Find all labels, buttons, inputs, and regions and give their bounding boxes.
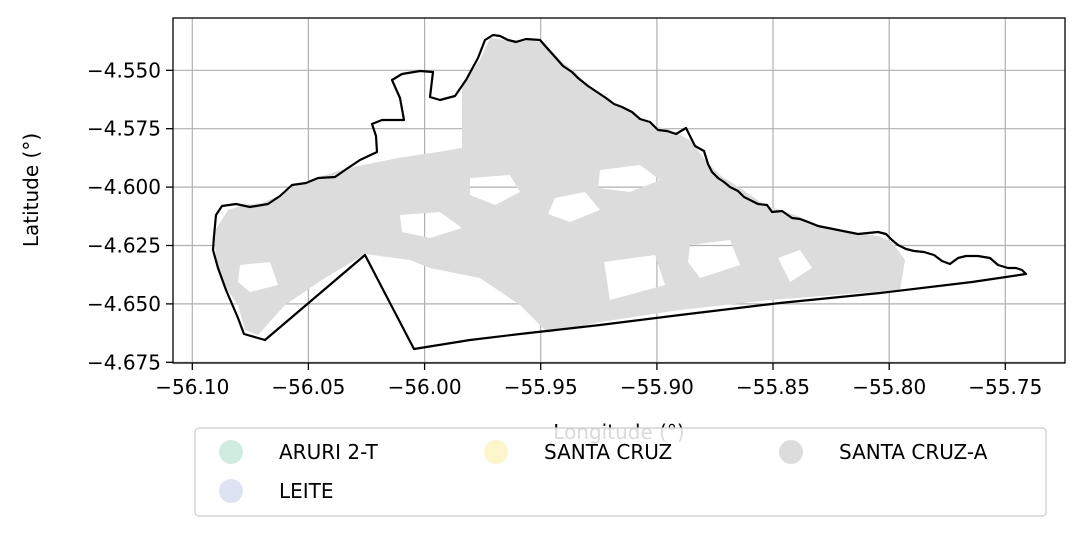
x-tick-label: −55.75 [968, 375, 1042, 399]
y-axis-label: Latitude (°) [19, 133, 43, 247]
legend-frame [194, 427, 1047, 517]
x-tick-label: −55.90 [620, 375, 694, 399]
y-tick-label: −4.675 [87, 350, 161, 374]
x-tick-label: −55.80 [852, 375, 926, 399]
study-area-boundary [211, 33, 1028, 351]
legend-marker [779, 440, 803, 464]
y-tick-label: −4.600 [87, 175, 161, 199]
legend: ARURI 2-T LEITE SANTA CRUZ SANTA CRUZ-A [194, 427, 1047, 517]
legend-label: SANTA CRUZ-A [839, 440, 988, 464]
santa-cruz-a-region [214, 38, 905, 335]
y-tick-label: −4.650 [87, 292, 161, 316]
legend-marker [484, 440, 508, 464]
legend-marker [219, 440, 243, 464]
axes-frame [172, 17, 1066, 364]
y-tick-label: −4.575 [87, 117, 161, 141]
y-tick-label: −4.550 [87, 58, 161, 82]
x-tick-label: −56.05 [271, 375, 345, 399]
x-tick-label: −56.10 [155, 375, 229, 399]
x-axis-ticks: −56.10 −56.05 −56.00 −55.95 −55.90 −55.85 −55.… [155, 363, 1042, 399]
y-tick-label: −4.625 [87, 234, 161, 258]
legend-label: ARURI 2-T [279, 440, 378, 464]
legend-marker [219, 479, 243, 503]
legend-label: LEITE [279, 479, 334, 503]
x-tick-label: −55.95 [504, 375, 578, 399]
y-axis-ticks: −4.550 −4.575 −4.600 −4.625 −4.650 −4.675 [87, 58, 173, 374]
legend-label: SANTA CRUZ [544, 440, 672, 464]
x-tick-label: −56.00 [388, 375, 462, 399]
x-tick-label: −55.85 [736, 375, 810, 399]
